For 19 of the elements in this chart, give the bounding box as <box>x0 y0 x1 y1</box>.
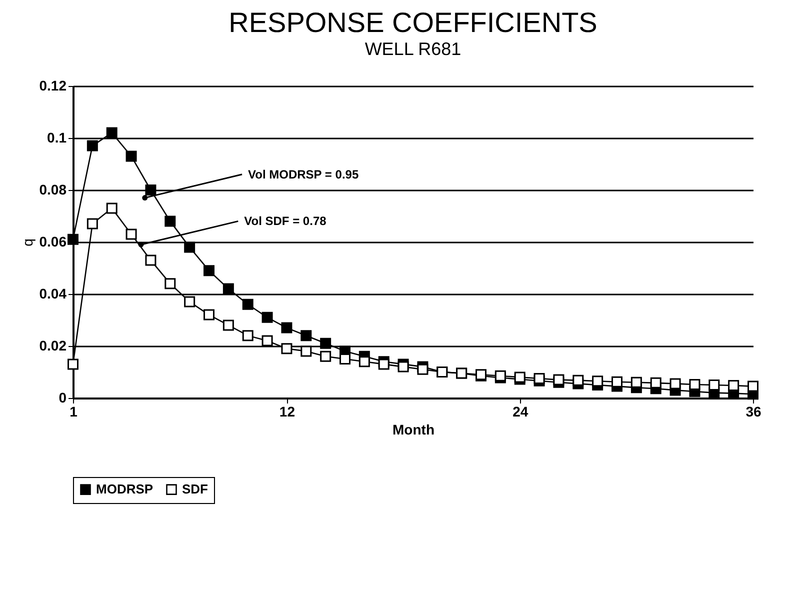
x-tick-label: 12 <box>279 404 296 420</box>
legend-label: SDF <box>182 482 208 497</box>
y-axis-title: q <box>19 238 36 246</box>
y-tick-label: 0.06 <box>39 234 67 250</box>
x-tick-label: 1 <box>70 404 78 420</box>
annotation: Vol MODRSP = 0.95 <box>248 167 359 182</box>
x-axis-title: Month <box>392 422 434 438</box>
y-tick-label: 0.02 <box>39 338 67 354</box>
y-tick-label: 0.08 <box>39 182 67 198</box>
x-tick-label: 24 <box>512 404 528 420</box>
x-tick-label: 36 <box>746 404 762 420</box>
legend-label: MODRSP <box>96 482 154 497</box>
y-tick-label: 0.04 <box>39 286 67 302</box>
y-tick-label: 0.12 <box>39 78 67 94</box>
chart-title: RESPONSE COEFFICIENTS <box>228 7 598 38</box>
annotation: Vol SDF = 0.78 <box>244 214 327 228</box>
chart-subtitle: WELL R681 <box>364 39 462 59</box>
y-tick-label: 0.1 <box>47 130 67 146</box>
y-tick-label: 0 <box>58 390 67 406</box>
